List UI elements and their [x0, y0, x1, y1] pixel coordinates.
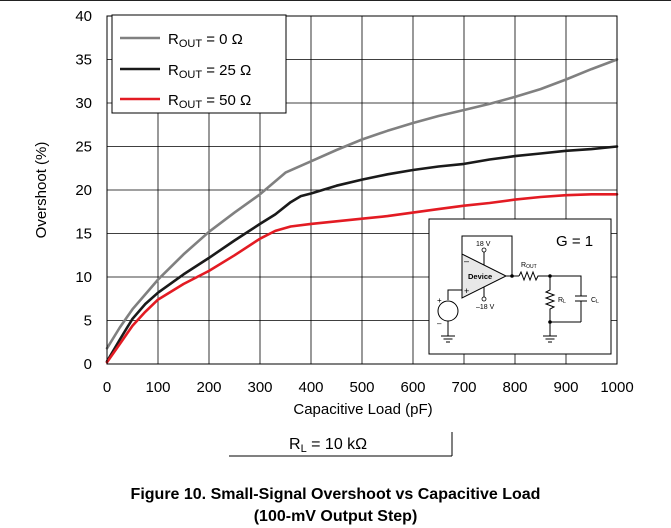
output-node — [510, 274, 514, 278]
y-tick-label: 5 — [84, 313, 92, 330]
y-tick-label: 30 — [75, 95, 92, 112]
y-tick-label: 0 — [84, 356, 92, 373]
legend: ROUT = 0 Ω ROUT = 25 Ω ROUT = 50 Ω — [111, 14, 287, 114]
x-tick-label: 400 — [298, 379, 323, 396]
series-line-1 — [105, 145, 619, 363]
top-rule — [0, 0, 671, 1]
legend-item-rout-0: ROUT = 0 Ω — [120, 31, 243, 50]
x-tick-label: 100 — [145, 379, 170, 396]
y-tick-label: 25 — [75, 139, 92, 156]
x-tick-label: 600 — [400, 379, 425, 396]
x-tick-label: 200 — [196, 379, 221, 396]
y-tick-label: 10 — [75, 269, 92, 286]
inset-circuit: G = 1 Device – + 18 V –18 V + – ROUT RL … — [428, 218, 612, 355]
series-lines — [105, 58, 619, 364]
input-wire — [447, 289, 462, 300]
legend-label: ROUT = 25 Ω — [168, 62, 251, 81]
r-load-resistor-icon — [544, 276, 556, 322]
gain-label: G = 1 — [556, 233, 593, 250]
c-load-capacitor-icon — [575, 290, 587, 322]
op-amp-plus: + — [464, 286, 469, 296]
supply-pos-terminal — [481, 247, 487, 253]
load-top-wire — [550, 275, 582, 290]
x-tick-label: 700 — [451, 379, 476, 396]
caption-line-1: Figure 10. Small-Signal Overshoot vs Cap… — [130, 486, 541, 503]
feedback-wire — [461, 235, 513, 276]
supply-neg-label: –18 V — [476, 304, 495, 311]
test-condition-label: RL = 10 kΩ — [289, 436, 367, 455]
ground-icon — [441, 335, 455, 343]
x-tick-label: 800 — [502, 379, 527, 396]
x-axis-title: Capacitive Load (pF) — [293, 401, 432, 418]
device-label: Device — [468, 272, 492, 281]
legend-box — [111, 14, 287, 114]
op-amp-minus: – — [464, 256, 469, 266]
x-tick-label: 900 — [553, 379, 578, 396]
source-minus: – — [437, 319, 442, 328]
x-tick-label: 500 — [349, 379, 374, 396]
series-line-2 — [105, 193, 619, 364]
x-tick-labels: 0 100 200 300 400 500 600 700 800 900 1000 — [103, 379, 634, 396]
r-out-resistor-icon — [518, 270, 550, 282]
y-tick-label: 35 — [75, 52, 92, 69]
plot-area-border — [106, 15, 618, 365]
y-axis-title: Overshoot (%) — [33, 142, 50, 239]
legend-item-rout-50: ROUT = 50 Ω — [120, 92, 251, 111]
load-ground-icon — [543, 335, 557, 343]
r-out-label: ROUT — [521, 262, 537, 270]
x-tick-label: 300 — [247, 379, 272, 396]
y-tick-label: 15 — [75, 226, 92, 243]
x-tick-label: 0 — [103, 379, 111, 396]
y-tick-label: 40 — [75, 8, 92, 25]
legend-item-rout-25: ROUT = 25 Ω — [120, 62, 251, 81]
supply-neg-terminal — [481, 296, 487, 302]
x-tick-label: 1000 — [600, 379, 633, 396]
legend-label: ROUT = 0 Ω — [168, 31, 243, 50]
c-load-label: CL — [591, 297, 599, 305]
y-tick-label: 20 — [75, 182, 92, 199]
caption-line-2: (100-mV Output Step) — [253, 508, 418, 525]
figure-caption: Figure 10. Small-Signal Overshoot vs Cap… — [0, 484, 671, 528]
source-plus: + — [437, 296, 442, 305]
legend-label: ROUT = 50 Ω — [168, 92, 251, 111]
y-tick-labels: 0 5 10 15 20 25 30 35 40 — [75, 8, 92, 373]
series-line-0 — [105, 58, 619, 350]
supply-pos-label: 18 V — [476, 241, 491, 248]
r-load-label: RL — [558, 297, 566, 305]
